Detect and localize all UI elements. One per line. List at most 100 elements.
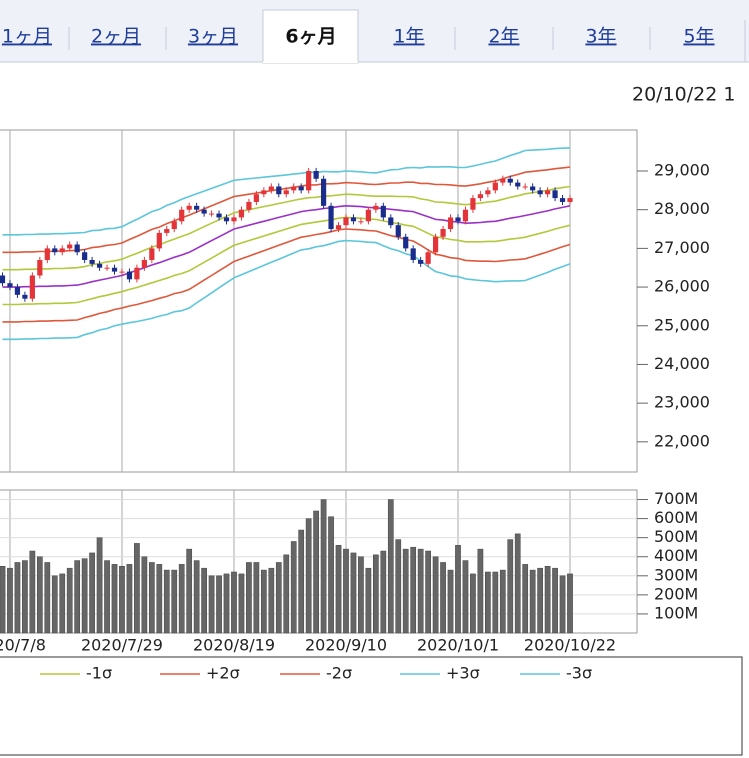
volume-bar <box>440 562 446 634</box>
candle-body <box>373 205 379 210</box>
volume-bar <box>417 548 424 634</box>
volume-bar <box>74 560 81 634</box>
candle-body <box>149 248 155 260</box>
tab[interactable]: 2ヶ月 <box>91 26 141 48</box>
candle-body <box>283 190 289 195</box>
volume-bar <box>44 562 51 634</box>
candle-body <box>52 248 58 253</box>
volume-bar <box>425 550 431 634</box>
candle-body <box>530 186 536 191</box>
candle-body <box>462 209 469 222</box>
candle-body <box>119 271 125 273</box>
legend-label: -2σ <box>326 664 352 683</box>
candle-body <box>14 287 21 295</box>
volume-bar <box>358 556 364 634</box>
candle-body <box>298 186 304 191</box>
tab[interactable]: 5年 <box>683 26 714 48</box>
volume-tick-label: 300M <box>654 565 698 584</box>
candle-body <box>507 178 513 183</box>
volume-bar <box>537 567 543 634</box>
legend-label: +2σ <box>206 664 240 683</box>
tab[interactable]: 1ヶ月 <box>2 26 52 48</box>
volume-bar <box>365 567 372 634</box>
candle-body <box>320 178 327 206</box>
tab[interactable]: 1年 <box>393 26 424 48</box>
candle-body <box>89 259 95 264</box>
candle-body <box>201 209 207 214</box>
volume-bar <box>238 573 245 634</box>
candle-body <box>365 209 371 222</box>
volume-bar <box>387 499 394 634</box>
candle-body <box>104 267 110 269</box>
candle-body <box>485 190 491 195</box>
tab[interactable]: 2年 <box>488 26 519 48</box>
band-line <box>2 147 571 236</box>
candle-body <box>537 190 543 195</box>
candle-body <box>96 263 103 268</box>
candle-body <box>268 186 274 191</box>
volume-bar <box>29 550 36 634</box>
candle-body <box>246 201 252 210</box>
candle-body <box>515 182 521 187</box>
volume-bar <box>567 573 573 634</box>
y-tick-label: 22,000 <box>654 431 710 450</box>
tab[interactable]: 3年 <box>585 26 616 48</box>
candle-body <box>238 209 245 218</box>
candle-body <box>74 244 80 253</box>
volume-bar <box>320 499 327 634</box>
volume-bar <box>178 564 185 634</box>
volume-bar <box>350 552 357 634</box>
x-tick-label: 2020/10/22 <box>524 636 616 655</box>
volume-bar <box>246 562 252 634</box>
candle-body <box>291 186 297 191</box>
volume-bar <box>328 516 334 634</box>
x-tick-label: 2020/10/1 <box>417 636 499 655</box>
volume-bar <box>141 556 148 634</box>
volume-bar <box>22 560 28 634</box>
volume-bar <box>14 562 21 634</box>
candle-body <box>134 267 140 280</box>
volume-bar <box>275 562 282 634</box>
volume-bar <box>477 548 484 634</box>
x-tick-label: 2020/8/19 <box>193 636 275 655</box>
volume-bar <box>544 566 551 634</box>
volume-bar <box>216 575 222 634</box>
candle-body <box>44 248 50 260</box>
x-tick-label: 2020/7/29 <box>81 636 163 655</box>
candle-body <box>261 190 267 195</box>
volume-bar <box>305 518 312 634</box>
candle-body <box>67 244 73 249</box>
volume-bar <box>462 560 469 634</box>
volume-bar <box>507 539 514 634</box>
candle-body <box>179 209 185 222</box>
candle-body <box>358 221 364 223</box>
candle-body <box>194 205 200 210</box>
volume-bar <box>81 558 88 634</box>
tab: 6ヶ月 <box>285 26 336 48</box>
volume-bar <box>313 510 319 634</box>
legend-label: -1σ <box>86 664 112 683</box>
band-line <box>2 204 571 288</box>
candle-body <box>313 171 319 179</box>
volume-bar <box>432 556 439 634</box>
date-stamp: 20/10/22 1 <box>632 84 735 106</box>
candle-body <box>567 198 573 202</box>
volume-bar <box>186 548 193 634</box>
volume-bar <box>402 548 409 634</box>
volume-bar <box>529 569 536 634</box>
active-tab-bg <box>262 9 359 64</box>
x-tick-label: 2020/7/8 <box>0 636 46 655</box>
legend-label: +3σ <box>446 664 480 683</box>
volume-bar <box>335 545 342 634</box>
volume-tick-label: 400M <box>654 546 698 565</box>
candle-body <box>231 217 237 222</box>
tab[interactable]: 3ヶ月 <box>188 26 238 48</box>
candle-body <box>186 205 192 210</box>
volume-bar <box>514 533 521 634</box>
volume-tick-label: 200M <box>654 584 698 603</box>
volume-bar <box>66 567 73 634</box>
candle-body <box>380 205 386 218</box>
y-tick-label: 26,000 <box>654 277 710 296</box>
candle-body <box>29 275 35 299</box>
